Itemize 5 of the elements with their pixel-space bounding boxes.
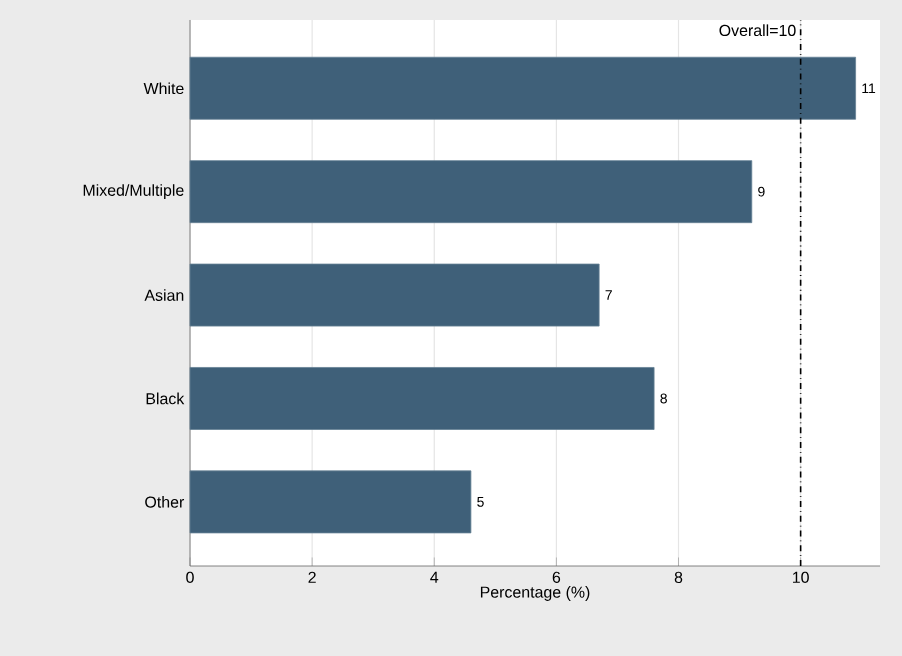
bar: [189, 56, 856, 120]
bar: [189, 263, 600, 327]
bar: [189, 160, 753, 224]
bar: [189, 367, 655, 430]
bar: [189, 470, 472, 534]
